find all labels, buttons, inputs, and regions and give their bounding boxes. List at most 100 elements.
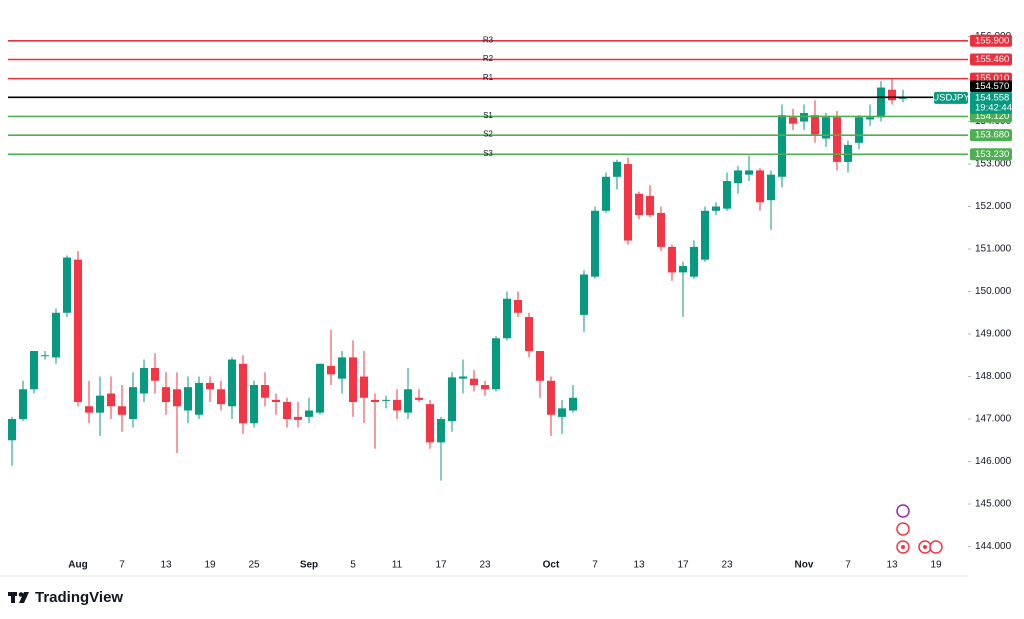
candle-body [371,399,379,403]
candle-body [712,206,720,211]
x-tick-label: 19 [204,560,216,571]
x-tick-label: 23 [721,560,733,571]
x-tick-label: Sep [300,560,318,571]
level-tag-label: 155.460 [975,54,1009,65]
candle-body [613,161,621,177]
candle-body [8,419,16,441]
logo-part [18,592,24,597]
candle-body [393,399,401,411]
y-tick-label: 148.000 [975,371,1012,382]
logo-part [11,592,15,603]
y-tick-label: 151.000 [975,244,1012,255]
last-price-label: 154.558 [975,92,1009,103]
candle-body [74,259,82,403]
level-name: R2 [483,54,494,63]
candle-body [591,210,599,277]
candle-body [679,266,687,273]
brand-logo: TradingView [8,589,123,606]
candle-body [899,97,907,99]
level-tag-label: 153.680 [975,130,1009,141]
candle-body [866,117,874,120]
x-tick-label: 7 [845,560,851,571]
candle-body [756,170,764,203]
candle-body [360,376,368,398]
candle-body [800,113,808,122]
candle-body [778,115,786,177]
x-tick-label: 7 [592,560,598,571]
candle-body [690,246,698,277]
candle-body [30,351,38,390]
x-tick-label: 11 [392,560,403,571]
candle-body [63,257,71,313]
level-name: R1 [483,73,494,82]
candle-body [459,376,467,379]
candle-body [195,382,203,415]
candle-body [206,382,214,390]
candle-body [701,210,709,260]
x-tick-label: 17 [677,560,689,571]
candle-body [833,117,841,162]
level-tag-label: 153.230 [975,149,1009,160]
symbol-label: USDJPY [932,92,970,103]
event-icon[interactable] [929,540,943,554]
candle-body [349,357,357,403]
candle-body [492,338,500,390]
candle-body [668,246,676,273]
candle-body [382,399,390,401]
x-tick-label: 5 [350,560,356,571]
level-name: R3 [483,35,494,44]
candle-body [228,359,236,407]
x-tick-label: Nov [795,560,814,571]
level-tag [970,53,1012,66]
candle-body [338,357,346,379]
time-axis: Aug 7 13 19 25 Sep 5 11 17 23 Oct 7 13 17 23 Nov 7 13 19 [68,560,942,571]
y-tick-label: 150.000 [975,286,1012,297]
countdown-label: 19:42:44 [975,102,1012,113]
level-tag-label: 155.010 [975,73,1009,84]
candle-body [481,385,489,390]
x-tick-label: 13 [160,560,172,571]
level-tag [970,129,1012,142]
event-dot [901,545,905,549]
candle-body [635,193,643,216]
candle-body [239,363,247,424]
candle-body [85,406,93,413]
candle-body [547,380,555,415]
candle-body [569,397,577,411]
level-tag-label: 154.570 [975,81,1009,92]
level-tag [970,148,1012,161]
candle-body [118,406,126,415]
candle-body [877,87,885,118]
level-name: S2 [483,130,493,139]
x-tick-label: 19 [930,560,942,571]
level-tag [970,80,1012,93]
candle-body [217,389,225,405]
candle-body [404,389,412,413]
candle-body [415,397,423,400]
candle-body [470,378,478,386]
event-icon[interactable] [896,504,910,518]
event-icon[interactable] [896,522,910,536]
candle-body [888,89,896,101]
candle-body [129,387,137,420]
candle-body [657,212,665,247]
y-tick-label: 146.000 [975,456,1012,467]
y-tick-label: 147.000 [975,414,1012,425]
candle-body [305,410,313,417]
candle-body [272,399,280,403]
x-tick-label: 25 [248,560,260,571]
y-tick-label: 152.000 [975,201,1012,212]
candle-body [855,117,863,143]
candle-body [151,368,159,381]
level-tag [970,34,1012,47]
candle-body [283,402,291,420]
candle-body [140,368,148,394]
candle-body [107,393,115,407]
candle-body [41,355,49,357]
candle-body [261,385,269,398]
candle-body [811,115,819,135]
candle-body [624,164,632,241]
candle-body [19,389,27,420]
